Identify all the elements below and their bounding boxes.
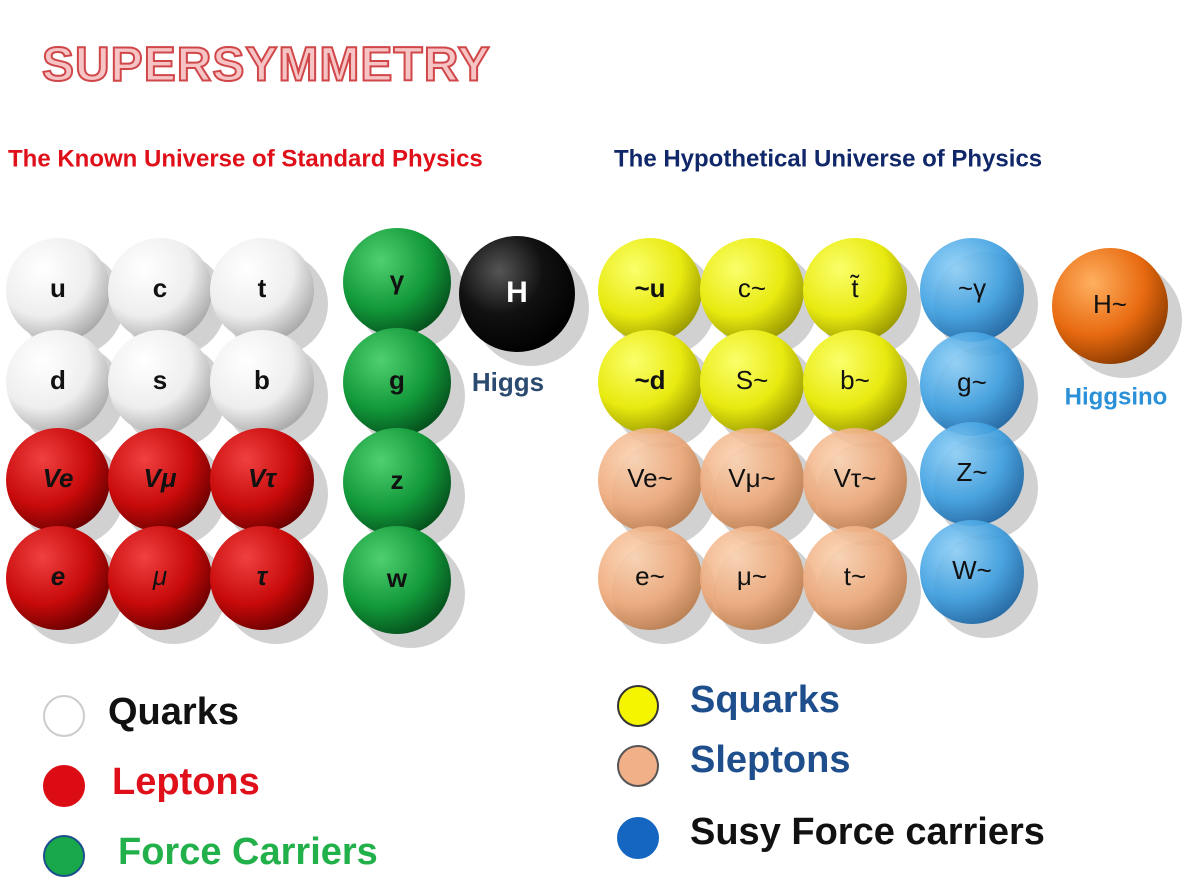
- sphere: [108, 526, 212, 630]
- sphere: [598, 428, 702, 532]
- sphere: [108, 330, 212, 434]
- particle-symbol: u: [50, 273, 66, 303]
- particle-symbol: Ve: [43, 463, 74, 493]
- sphere: [803, 428, 907, 532]
- heading: The Hypothetical Universe of Physics: [614, 145, 1042, 172]
- particle-symbol: b~: [840, 365, 870, 395]
- sphere: [803, 238, 907, 342]
- sphere: [6, 526, 110, 630]
- legend-swatch: [617, 817, 659, 859]
- sphere: [700, 428, 804, 532]
- legend-label: Force Carriers: [118, 831, 378, 873]
- sphere: [108, 428, 212, 532]
- particle-symbol: Vμ: [143, 463, 176, 493]
- particle-symbol: ~d: [634, 365, 665, 395]
- sphere: [343, 328, 451, 436]
- particle-symbol: c: [153, 273, 167, 303]
- particle-symbol: S~: [736, 365, 769, 395]
- particle-symbol: t̃: [849, 273, 859, 303]
- legend-swatch: [43, 835, 85, 877]
- particle-symbol: H: [506, 276, 528, 309]
- sphere: [598, 526, 702, 630]
- particle-symbol: z: [391, 465, 404, 495]
- particle-symbol: t~: [844, 561, 866, 591]
- title: SUPERSYMMETRY: [42, 39, 491, 92]
- sphere: [343, 526, 451, 634]
- sphere: [1052, 248, 1168, 364]
- sphere: [598, 238, 702, 342]
- sphere: [920, 422, 1024, 526]
- sphere: [700, 238, 804, 342]
- sphere: [108, 238, 212, 342]
- particle-symbol: Vμ~: [728, 463, 776, 493]
- legend-swatch: [617, 685, 659, 727]
- particle-symbol: Z~: [956, 457, 987, 487]
- particle-symbol: H~: [1093, 289, 1127, 319]
- particle-symbol: τ: [257, 561, 269, 591]
- sphere: [920, 332, 1024, 436]
- higgsino-label: Higgsino: [1065, 383, 1168, 410]
- sphere: [343, 428, 451, 536]
- particle-symbol: e~: [635, 561, 665, 591]
- legend-swatch: [43, 695, 85, 737]
- particle-symbol: b: [254, 365, 270, 395]
- particle-symbol: w: [386, 563, 408, 593]
- legend-label: Sleptons: [690, 739, 850, 781]
- legend-swatch: [617, 745, 659, 787]
- particle-symbol: s: [153, 365, 167, 395]
- particle-symbol: g: [389, 365, 405, 395]
- sphere: [6, 238, 110, 342]
- particle-symbol: ~u: [634, 273, 665, 303]
- sphere: [210, 330, 314, 434]
- legend-label: Quarks: [108, 691, 239, 733]
- legend: Quarks Leptons Force Carriers Squarks Slepto…: [43, 679, 1045, 877]
- sphere: [803, 526, 907, 630]
- particle-symbol: g~: [957, 367, 987, 397]
- sphere: [598, 330, 702, 434]
- particle-symbol: Vτ: [248, 463, 277, 493]
- particle-symbol: Ve~: [627, 463, 673, 493]
- legend-label: Squarks: [690, 679, 840, 721]
- particle-symbol: ~γ: [958, 273, 986, 303]
- legend-swatch: [43, 765, 85, 807]
- sphere: [210, 428, 314, 532]
- sphere: [343, 228, 451, 336]
- sphere: [6, 330, 110, 434]
- legend-label: Susy Force carriers: [690, 811, 1045, 853]
- sphere: [459, 236, 575, 352]
- sphere: [700, 330, 804, 434]
- sphere: [803, 330, 907, 434]
- sphere: [6, 428, 110, 532]
- particles: u c t d s b Ve Vμ Vτ e μ τ γ g z w H Higgs ~u c~ t̃ ~d S~ b~ Ve~…: [6, 228, 1182, 648]
- sphere: [210, 526, 314, 630]
- particle-symbol: W~: [952, 555, 992, 585]
- higgs-label: Higgs: [472, 367, 544, 397]
- particle-symbol: t: [258, 273, 267, 303]
- sphere: [210, 238, 314, 342]
- sphere: [700, 526, 804, 630]
- particle-symbol: μ: [152, 561, 167, 591]
- sphere: [920, 238, 1024, 342]
- legend-label: Leptons: [112, 761, 260, 803]
- particle-symbol: μ~: [737, 561, 767, 591]
- particle-symbol: c~: [738, 273, 766, 303]
- particle-symbol: e: [51, 561, 65, 591]
- particle-symbol: Vτ~: [834, 463, 877, 493]
- particle-symbol: γ: [390, 265, 405, 295]
- particle-symbol: d: [50, 365, 66, 395]
- heading: The Known Universe of Standard Physics: [8, 145, 483, 172]
- sphere: [920, 520, 1024, 624]
